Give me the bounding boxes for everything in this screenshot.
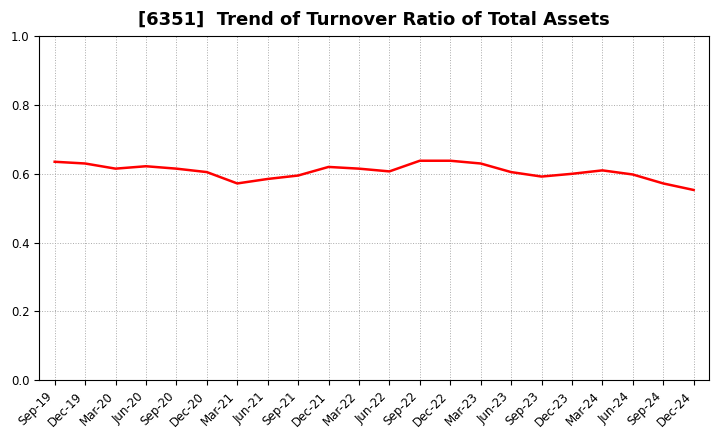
Title: [6351]  Trend of Turnover Ratio of Total Assets: [6351] Trend of Turnover Ratio of Total … bbox=[138, 11, 610, 29]
